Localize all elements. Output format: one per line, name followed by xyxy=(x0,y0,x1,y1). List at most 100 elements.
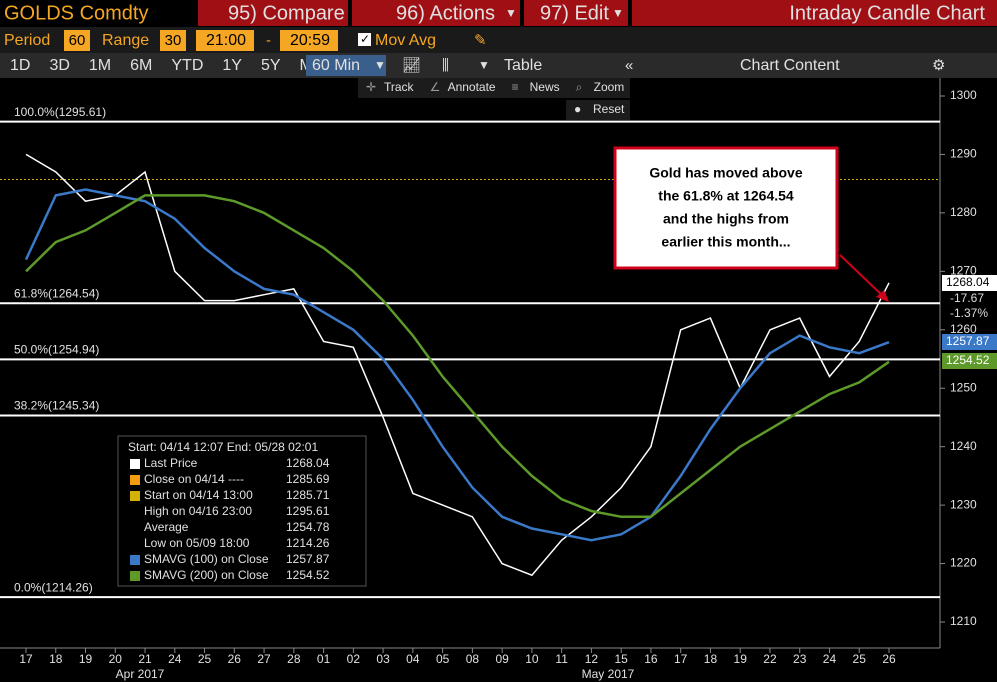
line-icon[interactable]: 📈︎ xyxy=(402,57,421,74)
menu-item[interactable]: 95) Compare xyxy=(228,2,345,24)
legend-value: 1254.52 xyxy=(286,568,330,582)
pencil-icon[interactable]: ✎ xyxy=(474,32,487,49)
price-tag-label: 1254.52 xyxy=(946,353,990,367)
range-button[interactable]: 3D xyxy=(49,57,69,74)
chart-content-button[interactable]: Chart Content xyxy=(740,57,840,74)
arrow-head xyxy=(876,290,889,302)
interval-box[interactable] xyxy=(306,55,386,76)
x-tick-label: 21 xyxy=(138,652,152,666)
legend-label: SMAVG (100) on Close xyxy=(144,552,269,566)
legend-box xyxy=(117,435,367,587)
reset-box[interactable] xyxy=(566,100,630,120)
legend-swatch xyxy=(130,571,140,581)
x-tick-label: 28 xyxy=(287,652,301,666)
range-button[interactable]: 1D xyxy=(10,57,30,74)
security-box xyxy=(0,0,195,26)
legend-header: Start: 04/14 12:07 End: 05/28 02:01 xyxy=(128,440,318,454)
fib-label: 0.0%(1214.26) xyxy=(14,580,93,594)
legend-label: SMAVG (200) on Close xyxy=(144,568,269,582)
x-tick-label: 26 xyxy=(882,652,896,666)
menu-item[interactable]: 96) Actions xyxy=(396,2,495,24)
time-to: 20:59 xyxy=(290,32,330,49)
time-to-box[interactable] xyxy=(280,30,338,51)
mov-avg: Mov Avg xyxy=(375,32,436,49)
x-tick-label: 17 xyxy=(19,652,33,666)
settings-bar xyxy=(0,27,997,53)
range-button[interactable]: 5Y xyxy=(261,57,281,74)
time-from-box[interactable] xyxy=(196,30,254,51)
reset-icon: ● xyxy=(574,102,581,116)
x-tick-label: 19 xyxy=(79,652,93,666)
legend-swatch xyxy=(130,523,140,533)
tool-bar xyxy=(358,78,630,98)
range-label: Range xyxy=(102,32,149,49)
x-tick-label: 10 xyxy=(525,652,539,666)
series-line xyxy=(24,188,890,542)
period-box[interactable] xyxy=(64,30,90,51)
price-tag xyxy=(942,334,997,350)
tool-icon: ✛ xyxy=(366,80,376,94)
x-tick-label: 01 xyxy=(317,652,331,666)
tool-button[interactable]: Zoom xyxy=(594,80,625,94)
y-tick-label: 1290 xyxy=(950,147,977,161)
dash: - xyxy=(266,32,271,49)
y-tick-label: 1250 xyxy=(950,380,977,394)
dropdown-arrow: ▼ xyxy=(612,6,624,20)
candle-icon[interactable]: ⫼ xyxy=(442,57,449,74)
tool-button[interactable]: Track xyxy=(384,80,415,94)
x-tick-label: 17 xyxy=(674,652,688,666)
y-tick-label: 1210 xyxy=(950,614,977,628)
x-tick-label: 22 xyxy=(763,652,777,666)
collapse-button[interactable]: « xyxy=(625,57,633,74)
x-tick-label: 25 xyxy=(198,652,212,666)
range-button[interactable]: 1M xyxy=(89,57,111,74)
x-tick-label: 26 xyxy=(228,652,242,666)
legend-value: 1295.61 xyxy=(286,504,330,518)
legend-value: 1285.71 xyxy=(286,488,330,502)
legend-swatch xyxy=(130,459,140,469)
tool-button[interactable]: News xyxy=(530,80,560,94)
page-title: Intraday Candle Chart xyxy=(789,2,985,24)
range-button[interactable]: 1Y xyxy=(222,57,242,74)
annotation-text: earlier this month... xyxy=(661,234,790,250)
price-tag-label: -17.67 xyxy=(950,291,984,305)
fib-label: 38.2%(1245.34) xyxy=(14,399,99,413)
menu-item[interactable]: 97) Edit xyxy=(540,2,609,24)
price-tag xyxy=(942,353,997,369)
y-tick-label: 1270 xyxy=(950,264,977,278)
y-tick-label: 1300 xyxy=(950,88,977,102)
menu-actions[interactable] xyxy=(352,0,520,26)
range-box[interactable] xyxy=(160,30,186,51)
annotation-arrow xyxy=(839,254,886,299)
tool-button[interactable]: Annotate xyxy=(448,80,496,94)
range-button[interactable]: YTD xyxy=(171,57,203,74)
menu-compare[interactable] xyxy=(198,0,348,26)
y-tick-label: 1230 xyxy=(950,497,977,511)
legend-value: 1268.04 xyxy=(286,456,330,470)
annotation-text: and the highs from xyxy=(663,211,789,227)
settings-icon[interactable]: ⚙ xyxy=(932,57,945,74)
y-tick-label: 1280 xyxy=(950,205,977,219)
fib-label: 50.0%(1254.94) xyxy=(14,343,99,357)
interval: 60 Min xyxy=(312,57,360,74)
annotation-text: the 61.8% at 1264.54 xyxy=(658,188,794,204)
security: GOLDS Comdty xyxy=(4,2,148,24)
legend-value: 1254.78 xyxy=(286,520,330,534)
menu-edit[interactable] xyxy=(524,0,628,26)
y-tick-label: 1240 xyxy=(950,439,977,453)
dropdown-arrow: ▼ xyxy=(478,58,490,72)
dropdown-arrow: ▼ xyxy=(505,6,517,20)
x-tick-label: 27 xyxy=(257,652,271,666)
x-tick-label: 05 xyxy=(436,652,450,666)
x-tick-label: 20 xyxy=(109,652,123,666)
check: ✓ xyxy=(360,32,370,46)
table-button[interactable]: Table xyxy=(504,57,542,74)
range-button[interactable]: 6M xyxy=(130,57,152,74)
x-tick-label: 09 xyxy=(495,652,509,666)
x-tick-label: 08 xyxy=(466,652,480,666)
x-tick-label: 19 xyxy=(734,652,748,666)
reset-button[interactable]: Reset xyxy=(593,102,625,116)
checkbox[interactable] xyxy=(358,33,371,46)
month-label: May 2017 xyxy=(582,667,635,681)
